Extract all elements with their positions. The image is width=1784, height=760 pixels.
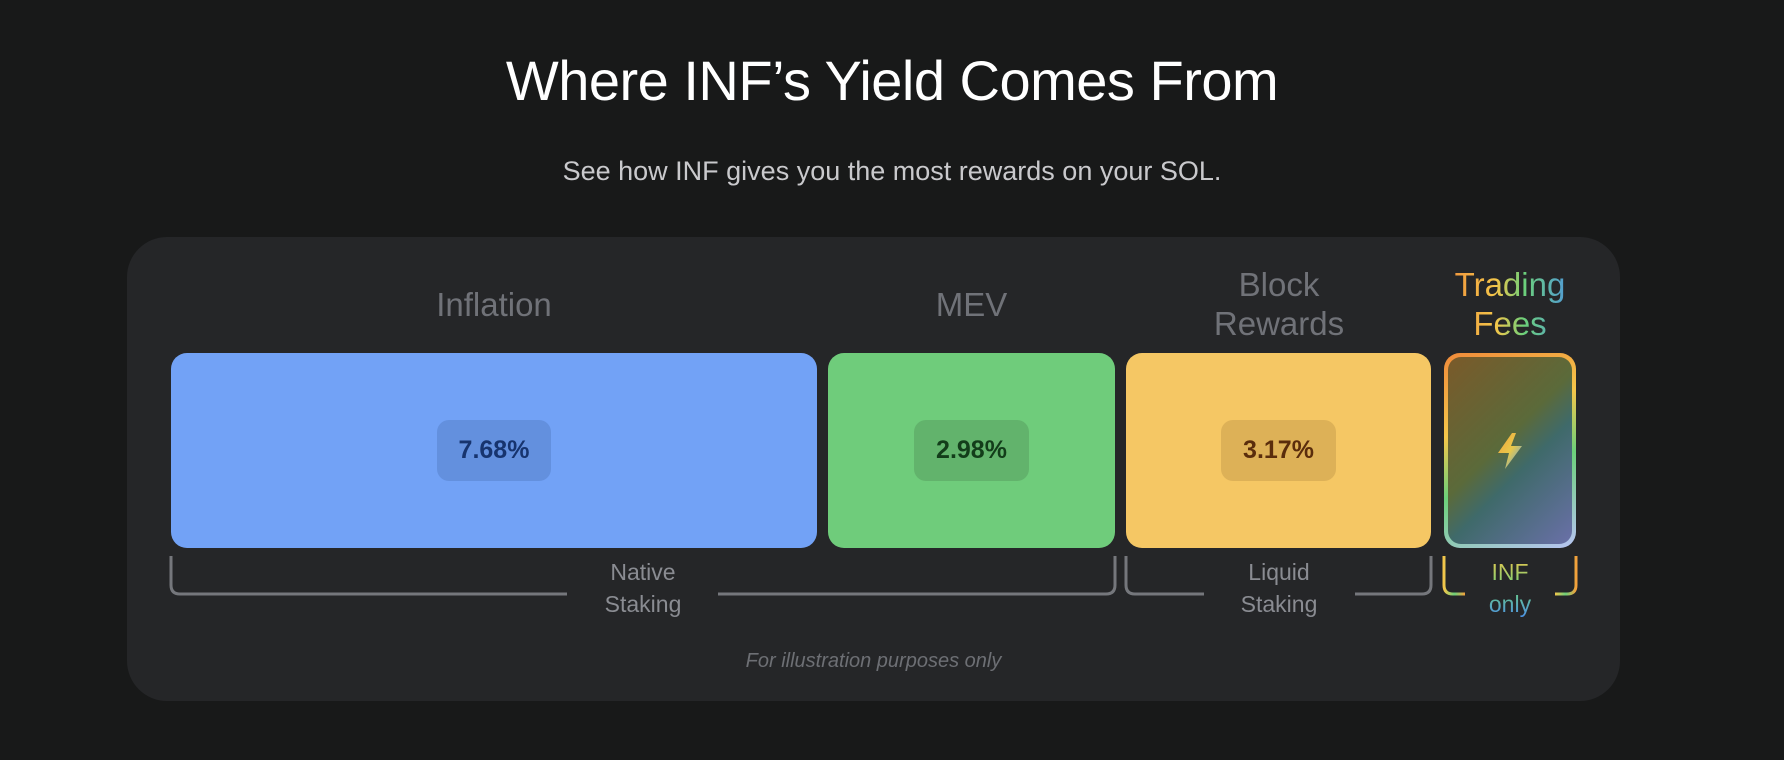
bar: 3.17% bbox=[1126, 353, 1431, 548]
bar: 2.98% bbox=[828, 353, 1115, 548]
bracket bbox=[1355, 556, 1433, 596]
inf-bar bbox=[1444, 353, 1576, 548]
value-pill: 7.68% bbox=[436, 420, 552, 481]
value-pill: 3.17% bbox=[1221, 420, 1336, 481]
source-label: MEV bbox=[935, 285, 1008, 323]
bracket bbox=[1442, 556, 1465, 596]
inf-bar-inner bbox=[1448, 357, 1572, 544]
group-label: Native Staking bbox=[604, 559, 682, 617]
subtitle: See how INF gives you the most rewards o… bbox=[562, 156, 1222, 186]
bolt-icon bbox=[1498, 432, 1522, 469]
group-label: INF only bbox=[1475, 556, 1545, 620]
group-label: Liquid Staking bbox=[1240, 559, 1318, 617]
bar: 7.68% bbox=[171, 353, 817, 548]
source-label: Block Rewards bbox=[1213, 266, 1345, 342]
bracket bbox=[1555, 556, 1578, 596]
page-title: Where INF’s Yield Comes From bbox=[505, 49, 1279, 112]
bracket bbox=[169, 556, 567, 596]
bracket bbox=[718, 556, 1117, 596]
source-label: Inflation bbox=[436, 285, 552, 323]
bracket bbox=[1124, 556, 1204, 596]
footnote: For illustration purposes only bbox=[745, 650, 1002, 672]
value-pill: 2.98% bbox=[914, 420, 1029, 481]
source-label: Trading Fees bbox=[1440, 264, 1580, 344]
